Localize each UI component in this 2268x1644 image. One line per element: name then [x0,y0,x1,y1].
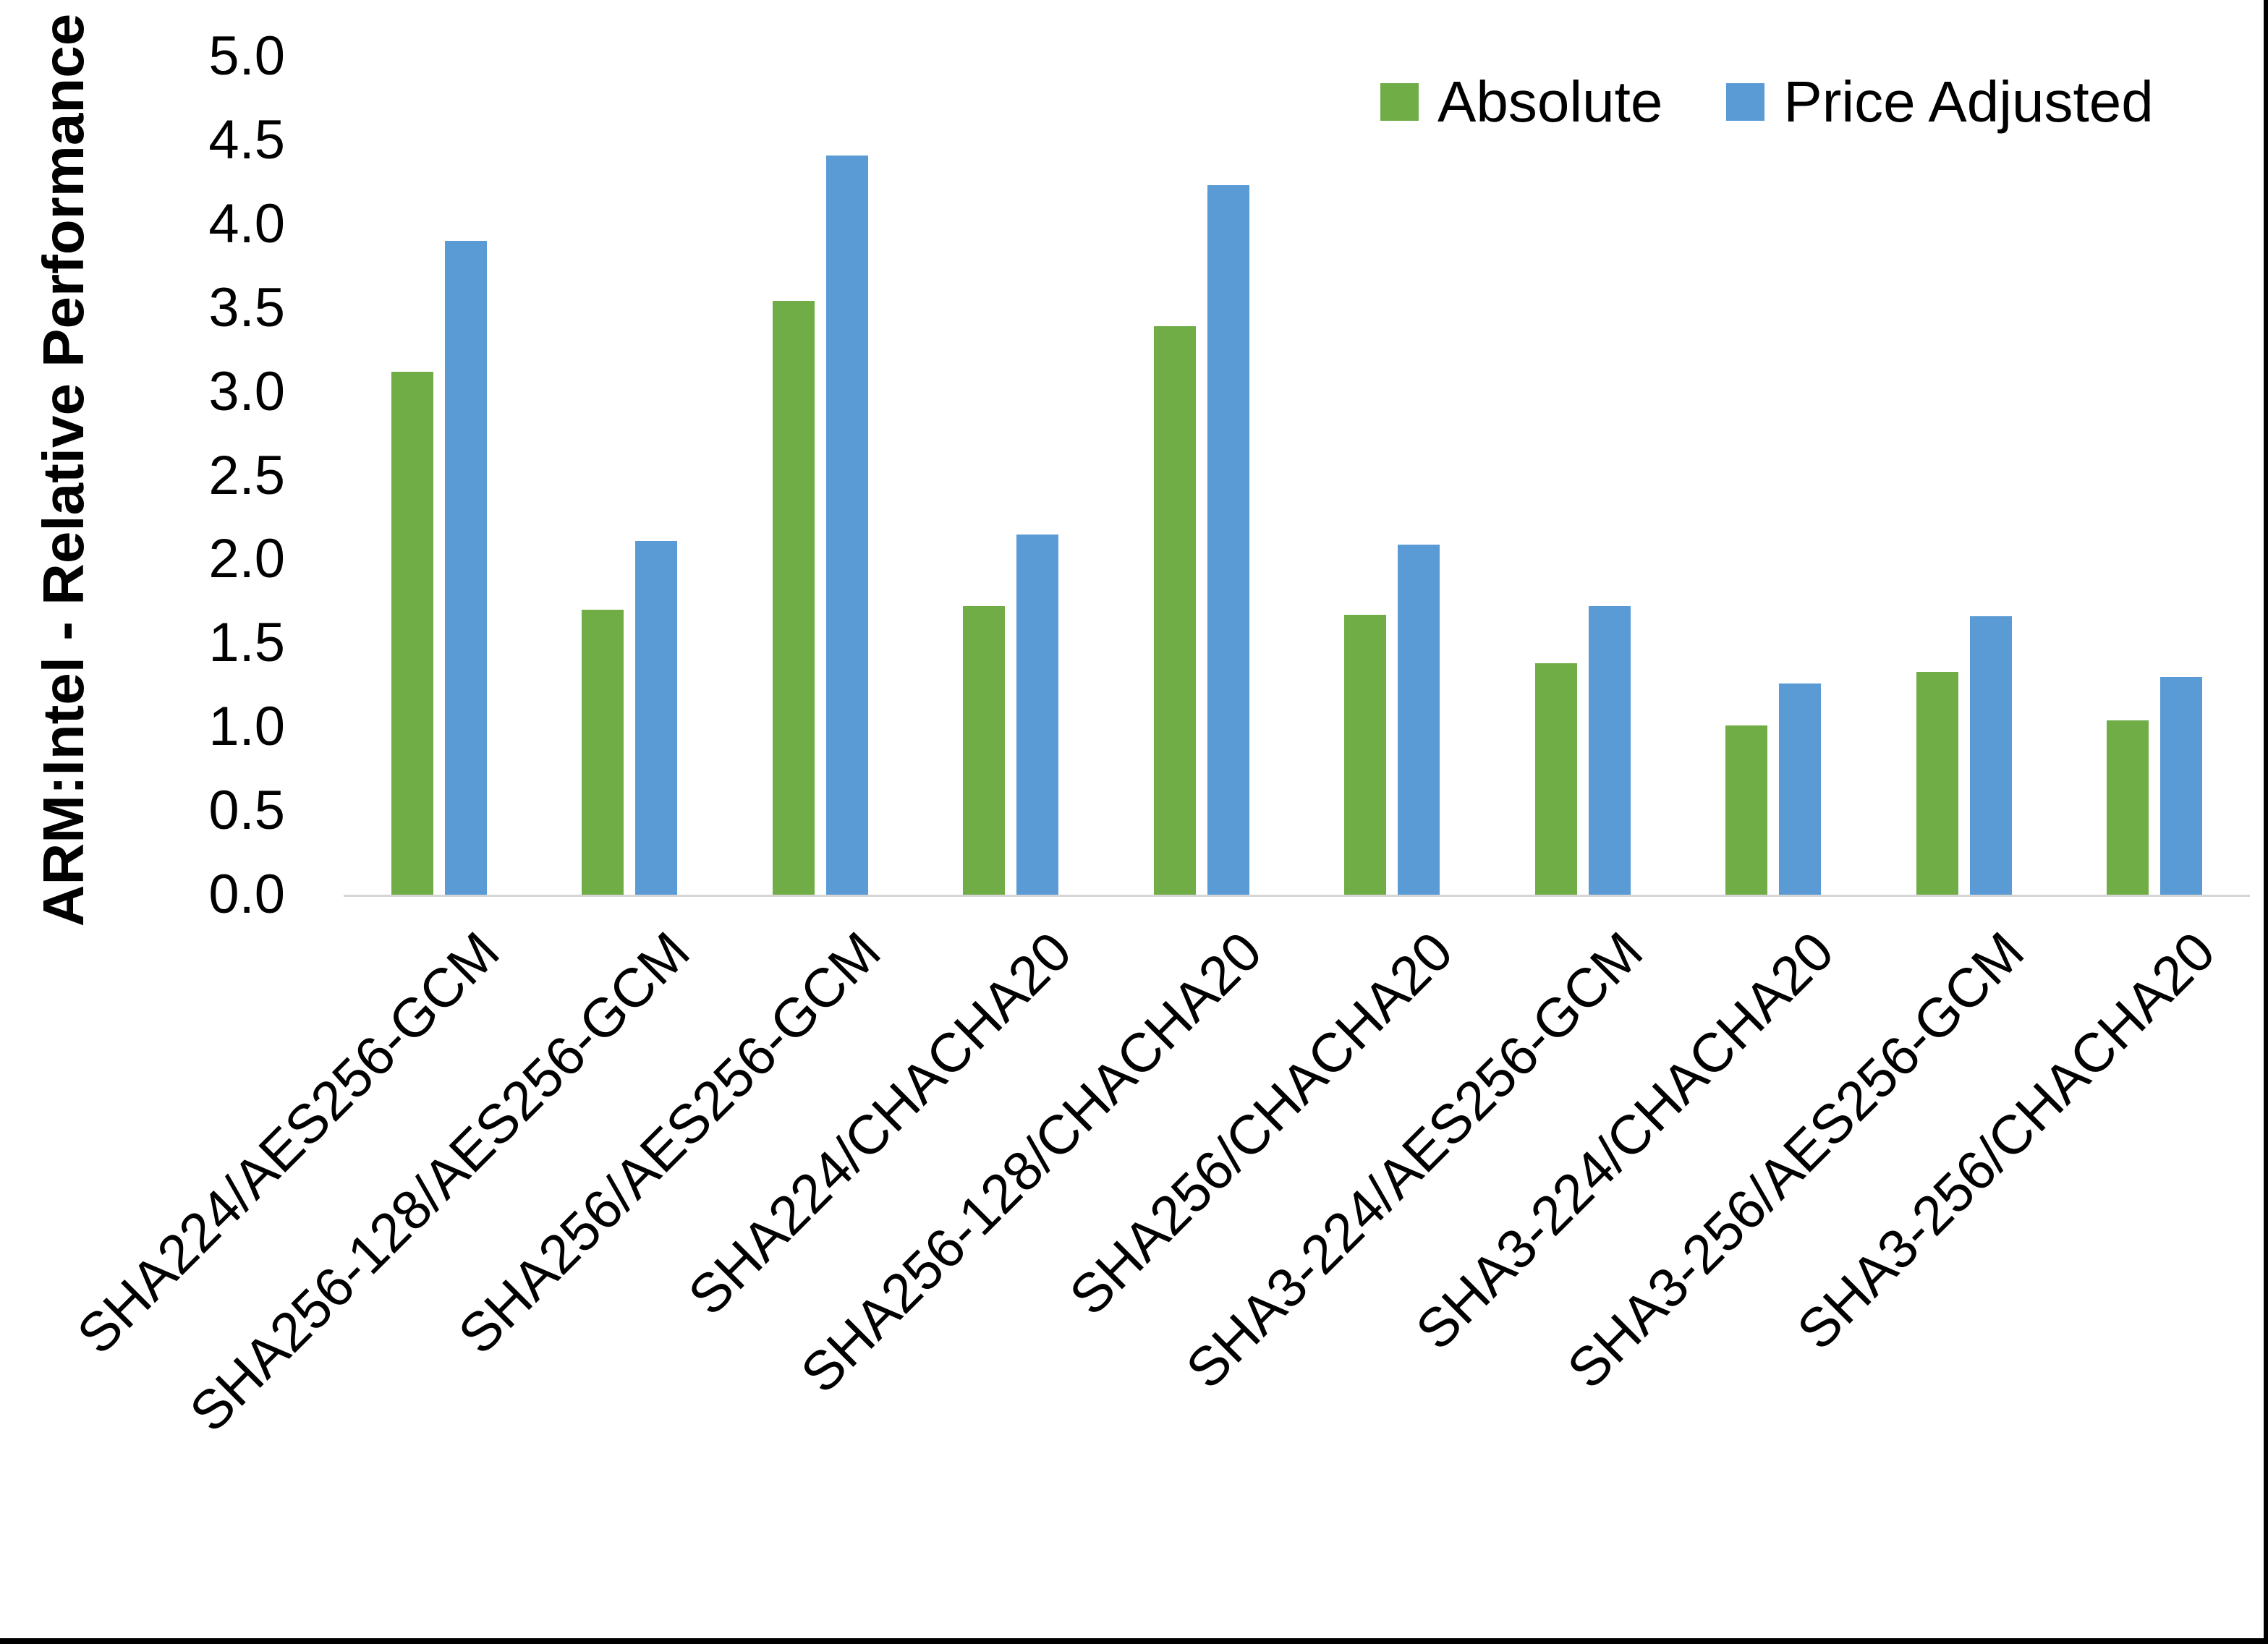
y-tick-label: 5.0 [208,25,285,87]
bar-price-adjusted [825,155,868,895]
bar-price-adjusted [1016,534,1059,895]
bar-price-adjusted [444,240,487,895]
legend-label: Absolute [1437,69,1663,134]
y-tick-label: 4.5 [208,108,285,171]
bar-absolute [1916,671,1958,895]
bar-absolute [391,371,433,895]
y-tick-label: 3.0 [208,360,285,422]
legend-swatch-absolute [1380,83,1419,121]
y-tick-label: 1.0 [208,696,285,758]
bar-absolute [1725,725,1768,895]
bar-absolute [582,609,624,895]
x-axis-line [344,895,2250,897]
y-tick-label: 0.5 [208,780,285,842]
bar-price-adjusted [635,540,678,895]
bar-price-adjusted [1588,606,1631,895]
bar-absolute [963,606,1006,895]
x-category-label: SHA224/CHACHA20 [676,920,1084,1327]
legend-label: Price Adjusted [1783,69,2154,134]
y-tick-label: 2.0 [208,528,285,590]
bar-absolute [1153,326,1196,895]
bar-price-adjusted [2160,676,2203,895]
y-tick-label: 2.5 [208,444,285,506]
bar-price-adjusted [1398,544,1440,895]
bar-absolute [1344,614,1387,895]
y-tick-label: 3.5 [208,276,285,338]
y-tick-label: 1.5 [208,612,285,674]
bar-price-adjusted [1779,683,1822,895]
legend: Absolute Price Adjusted [1380,69,2154,135]
bar-price-adjusted [1969,616,2012,895]
legend-entry-absolute: Absolute [1380,69,1662,135]
y-tick-label: 0.0 [208,864,285,925]
bar-absolute [1534,663,1577,895]
x-category-label: SHA256/CHACHA20 [1058,920,1465,1327]
legend-entry-price-adjusted: Price Adjusted [1726,69,2154,135]
legend-swatch-price-adjusted [1726,83,1765,121]
bar-price-adjusted [1207,185,1249,895]
y-tick-label: 4.0 [208,192,285,255]
bar-absolute [772,301,815,895]
bar-absolute [2107,720,2149,895]
